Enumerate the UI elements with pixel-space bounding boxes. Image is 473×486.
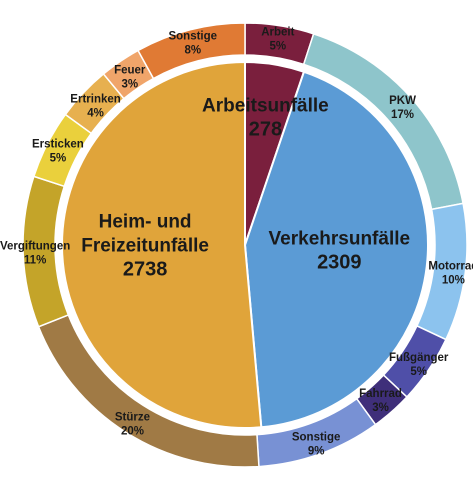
inner-label-verkehrsunfaelle: Verkehrsunfälle 2309 bbox=[269, 228, 411, 273]
inner-label-heim-und-freizeitunfaelle: Heim- und Freizeitunfälle 2738 bbox=[81, 211, 209, 280]
outer-label-ertrinken-9: Ertrinken 4% bbox=[70, 94, 121, 120]
inner-labels: Arbeitsunfälle 278 Verkehrsunfälle 2309 Heim… bbox=[81, 96, 410, 281]
outer-label-pkw-1: PKW 17% bbox=[389, 95, 416, 121]
outer-label-feuer-10: Feuer 3% bbox=[114, 64, 146, 90]
outer-label-fussgaenger-3: Fußgänger 5% bbox=[389, 352, 449, 378]
outer-label-sonstige-11: Sonstige 8% bbox=[168, 31, 217, 57]
outer-label-sonstige-5: Sonstige 9% bbox=[292, 432, 341, 458]
outer-label-stuerze-6: Stürze 20% bbox=[115, 411, 150, 437]
outer-label-ersticken-8: Ersticken 5% bbox=[32, 139, 84, 165]
outer-label-fahrrad-4: Fahrrad 3% bbox=[359, 388, 402, 414]
inner-slice-heim-und-freizeitunfaelle bbox=[61, 60, 263, 429]
outer-label-motorrad-2: Motorrad10% bbox=[428, 260, 473, 286]
outer-slice-sonstige-11 bbox=[137, 22, 246, 80]
inner-pie bbox=[61, 60, 429, 429]
outer-label-vergiftungen-7: Vergiftungen 11% bbox=[0, 241, 70, 267]
outer-ring bbox=[22, 22, 468, 468]
inner-slice-verkehrsunfaelle bbox=[243, 70, 429, 429]
outer-label-arbeit-0: Arbeit 5% bbox=[261, 27, 294, 53]
inner-label-arbeitsunfaelle: Arbeitsunfälle 278 bbox=[202, 96, 329, 141]
